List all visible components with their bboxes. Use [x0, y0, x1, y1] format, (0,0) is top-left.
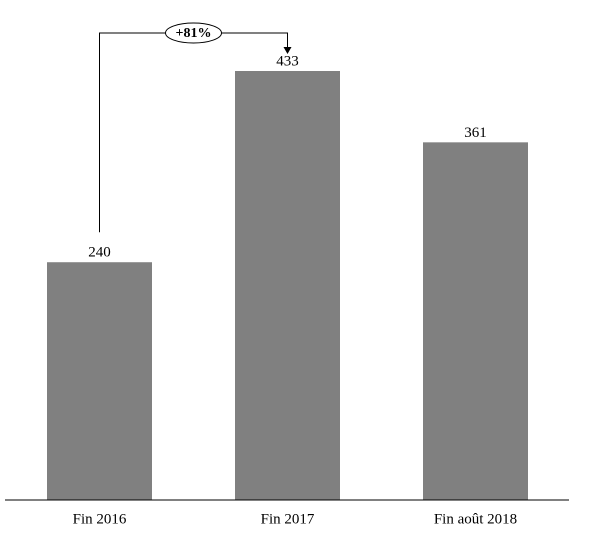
- bar: [47, 262, 152, 500]
- x-tick-label: Fin 2017: [261, 511, 315, 527]
- annotation-arrowhead: [283, 47, 292, 54]
- bar: [235, 71, 340, 500]
- bar: [423, 142, 528, 500]
- x-tick-label: Fin 2016: [73, 511, 127, 527]
- value-label: 361: [464, 125, 487, 141]
- value-label: 240: [88, 245, 111, 261]
- value-label: 433: [276, 53, 299, 69]
- annotation-label: +81%: [176, 26, 212, 41]
- x-tick-label: Fin août 2018: [434, 511, 517, 527]
- annotation-bubble: [165, 22, 222, 44]
